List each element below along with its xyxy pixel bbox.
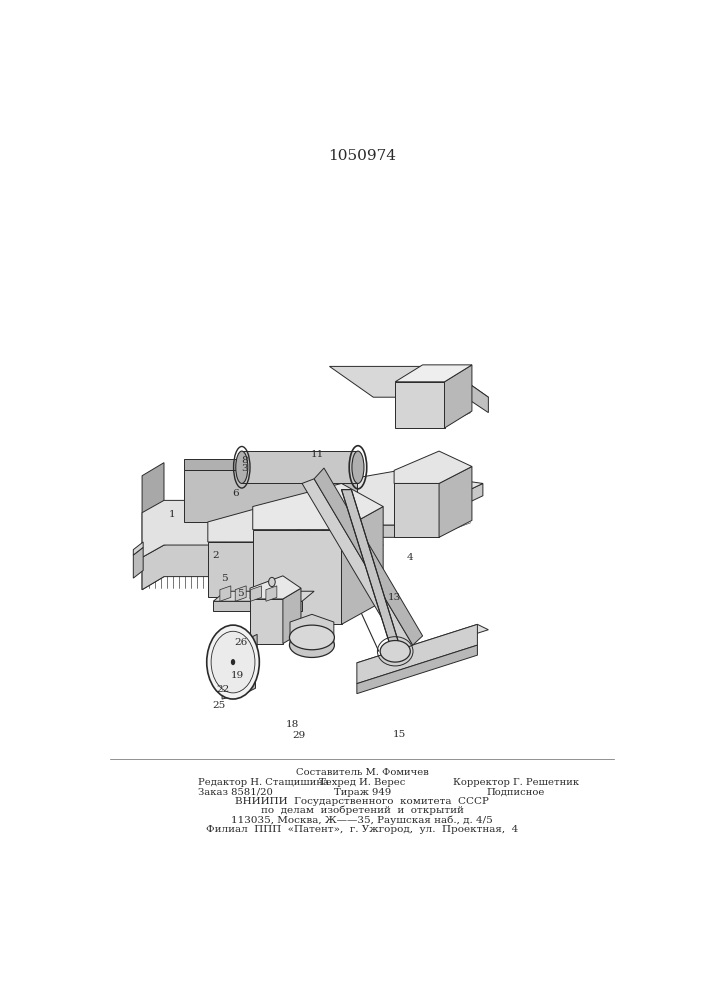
Polygon shape (214, 601, 302, 611)
Polygon shape (242, 451, 358, 483)
Text: 19: 19 (230, 671, 244, 680)
Polygon shape (329, 366, 489, 397)
Polygon shape (445, 366, 489, 413)
Circle shape (231, 659, 235, 665)
Polygon shape (283, 588, 301, 644)
Text: 22: 22 (216, 685, 229, 694)
Text: 18: 18 (286, 720, 299, 729)
Polygon shape (222, 668, 255, 684)
Polygon shape (250, 586, 262, 601)
Text: Техред И. Верес: Техред И. Верес (319, 778, 406, 787)
Polygon shape (220, 586, 231, 601)
Text: 2: 2 (213, 551, 219, 560)
Polygon shape (253, 530, 341, 624)
Text: 11: 11 (311, 450, 324, 459)
Polygon shape (275, 524, 309, 597)
Text: Филиал  ППП  «Патент»,  г. Ужгород,  ул.  Проектная,  4: Филиал ППП «Патент», г. Ужгород, ул. Про… (206, 825, 518, 834)
Polygon shape (250, 576, 301, 599)
Ellipse shape (380, 641, 410, 662)
Ellipse shape (289, 633, 334, 657)
Polygon shape (185, 470, 357, 522)
Text: Подписное: Подписное (486, 788, 545, 797)
Ellipse shape (235, 451, 248, 483)
Polygon shape (266, 586, 277, 601)
Ellipse shape (289, 625, 334, 650)
Text: 1050974: 1050974 (328, 149, 397, 163)
Polygon shape (394, 451, 472, 483)
Text: 13: 13 (387, 593, 401, 602)
Polygon shape (290, 614, 334, 653)
Polygon shape (395, 365, 472, 382)
Polygon shape (395, 382, 445, 428)
Polygon shape (208, 542, 275, 597)
Polygon shape (445, 365, 472, 428)
Polygon shape (341, 507, 383, 624)
Polygon shape (357, 624, 477, 684)
Polygon shape (246, 634, 257, 667)
Text: по  делам  изобретений  и  открытий: по делам изобретений и открытий (261, 806, 464, 815)
Polygon shape (314, 468, 423, 645)
Text: 1: 1 (168, 510, 175, 519)
Text: Составитель М. Фомичев: Составитель М. Фомичев (296, 768, 428, 777)
Polygon shape (142, 500, 224, 557)
Circle shape (211, 631, 255, 693)
Polygon shape (245, 673, 255, 694)
Text: Тираж 949: Тираж 949 (334, 788, 391, 797)
Text: 25: 25 (212, 701, 226, 710)
Polygon shape (242, 640, 247, 668)
Text: 29: 29 (293, 732, 306, 740)
Text: 5: 5 (238, 589, 244, 598)
Text: ВНИИПИ  Государственного  комитета  СССР: ВНИИПИ Государственного комитета СССР (235, 797, 489, 806)
Text: 5: 5 (221, 574, 228, 583)
Circle shape (206, 625, 259, 699)
Text: 26: 26 (234, 638, 247, 647)
Text: 113035, Москва, Ж——35, Раушская наб., д. 4/5: 113035, Москва, Ж——35, Раушская наб., д.… (231, 815, 493, 825)
Polygon shape (134, 542, 144, 555)
Polygon shape (253, 483, 383, 530)
Polygon shape (142, 532, 224, 590)
Polygon shape (394, 483, 439, 537)
Ellipse shape (352, 451, 364, 483)
Polygon shape (235, 586, 246, 601)
Text: Корректор Г. Решетник: Корректор Г. Решетник (452, 778, 579, 787)
Polygon shape (134, 547, 144, 578)
Text: 6: 6 (232, 489, 238, 498)
Text: 15: 15 (393, 730, 407, 739)
Polygon shape (341, 490, 402, 653)
Polygon shape (157, 483, 483, 537)
Circle shape (269, 577, 275, 587)
Polygon shape (185, 459, 357, 470)
Polygon shape (302, 479, 413, 650)
Text: 4: 4 (407, 553, 414, 562)
Polygon shape (222, 678, 245, 699)
Polygon shape (208, 503, 309, 542)
Polygon shape (439, 466, 472, 537)
Text: Заказ 8581/20: Заказ 8581/20 (198, 788, 273, 797)
Polygon shape (357, 624, 489, 668)
Polygon shape (357, 645, 477, 694)
Polygon shape (157, 471, 483, 525)
Text: Τиг.2: Τиг.2 (289, 624, 326, 637)
Text: 8: 8 (241, 456, 248, 465)
Text: 3: 3 (241, 464, 248, 473)
Polygon shape (142, 463, 164, 590)
Polygon shape (250, 599, 283, 644)
Text: Редактор Н. Стащишина: Редактор Н. Стащишина (198, 778, 329, 787)
Polygon shape (214, 591, 314, 601)
